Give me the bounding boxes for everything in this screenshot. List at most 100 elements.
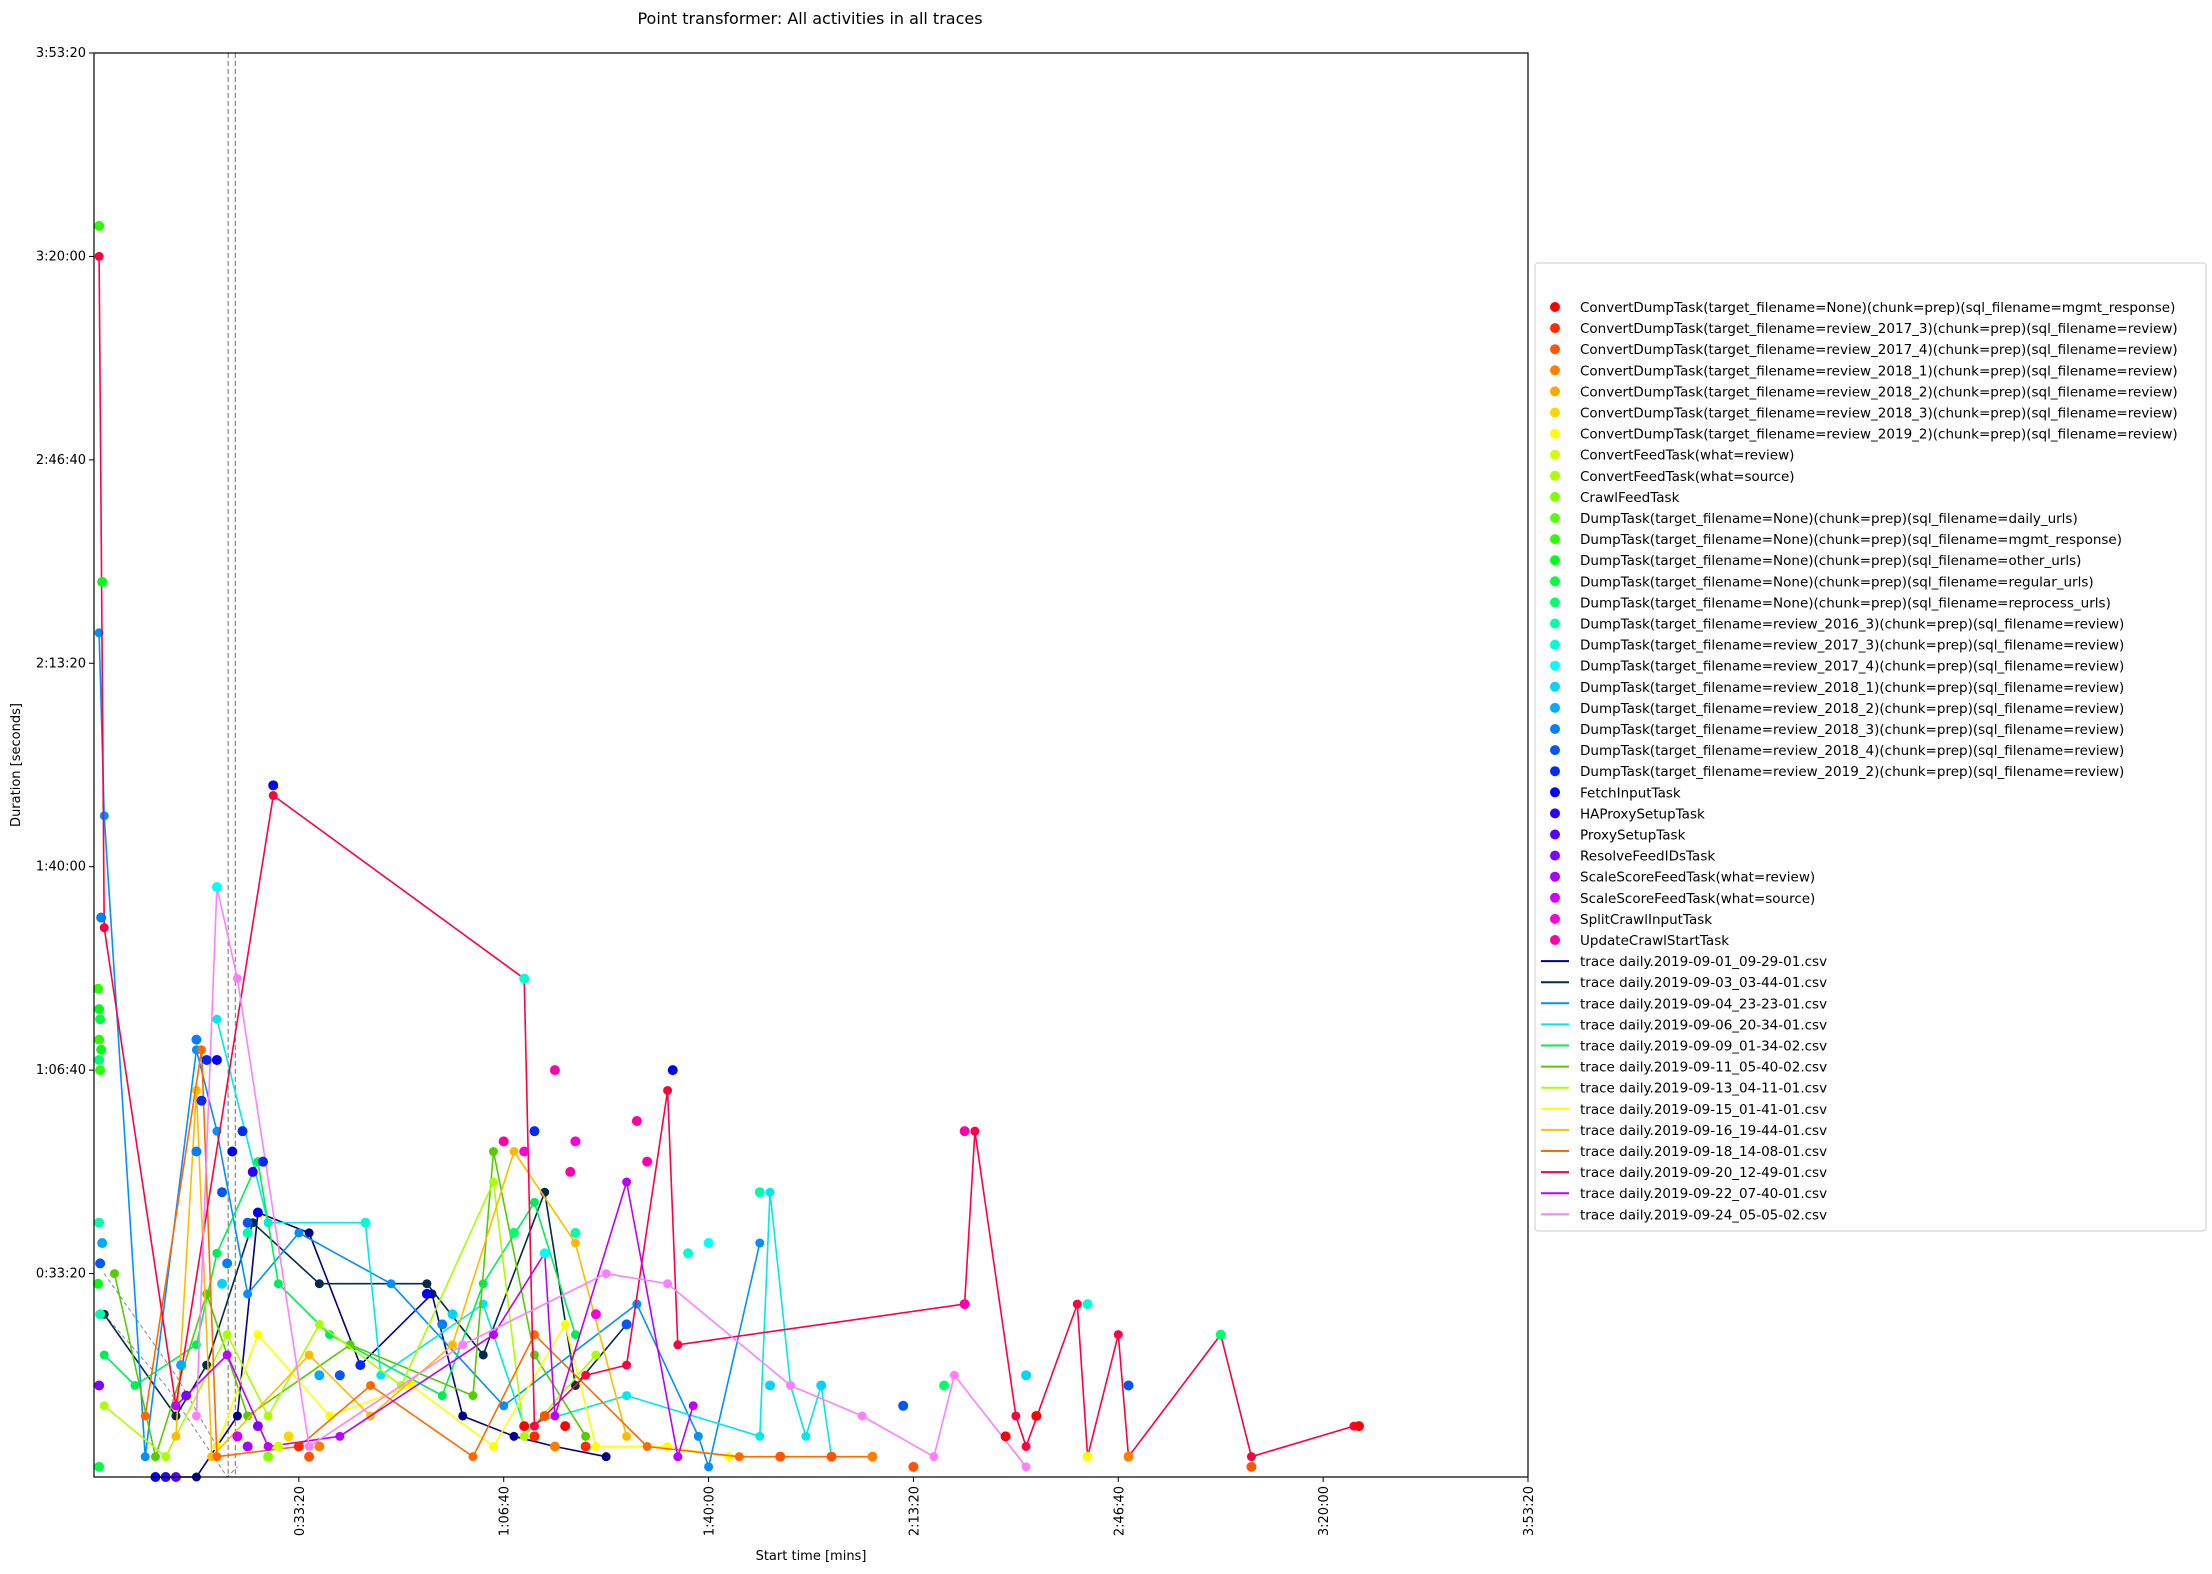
- trace-line-9: [144, 1049, 873, 1458]
- trace-vertex-9-4: [366, 1380, 376, 1390]
- activity-point-24: [201, 1054, 212, 1065]
- activity-point-79: [765, 1380, 776, 1391]
- trace-vertex-10-8: [663, 1085, 673, 1095]
- activity-point-69: [549, 1441, 560, 1452]
- trace-vertex-4-10: [570, 1330, 580, 1340]
- legend-marker-1: [1550, 323, 1560, 334]
- trace-vertex-12-4: [458, 1340, 468, 1350]
- activity-point-62: [590, 1309, 601, 1320]
- activity-point-81: [775, 1451, 786, 1462]
- activity-point-16: [94, 1461, 105, 1472]
- legend: ConvertDumpTask(target_filename=None)(ch…: [1534, 262, 2207, 1232]
- activity-point-51: [360, 1217, 371, 1228]
- activity-point-73: [631, 1116, 642, 1126]
- activity-point-77: [621, 1319, 632, 1330]
- trace-vertex-11-9: [688, 1401, 698, 1411]
- activity-point-59: [549, 1065, 560, 1076]
- trace-vertex-2-6: [294, 1228, 304, 1238]
- legend-label-8: ConvertFeedTask(what=source): [1580, 469, 1795, 485]
- legend-marker-7: [1550, 449, 1560, 460]
- legend-label-13: DumpTask(target_filename=None)(chunk=pre…: [1580, 574, 2094, 590]
- activity-point-45: [293, 1441, 304, 1452]
- legend-marker-21: [1550, 745, 1560, 756]
- legend-label-0: ConvertDumpTask(target_filename=None)(ch…: [1580, 300, 2175, 316]
- trace-vertex-3-10: [801, 1431, 811, 1441]
- activity-point-30: [237, 1126, 248, 1137]
- trace-vertex-12-5: [601, 1269, 611, 1279]
- trace-vertex-12-11: [1021, 1462, 1031, 1472]
- activity-point-10: [94, 1217, 105, 1228]
- trace-vertex-6-2: [222, 1330, 232, 1340]
- legend-label-3: ConvertDumpTask(target_filename=review_2…: [1580, 363, 2178, 379]
- trace-vertex-12-9: [929, 1452, 939, 1462]
- trace-vertex-6-3: [263, 1411, 273, 1421]
- legend-label-28: ScaleScoreFeedTask(what=source): [1580, 891, 1815, 907]
- activity-point-68: [539, 1410, 550, 1421]
- legend-trace-label-2: trace daily.2019-09-04_23-23-01.csv: [1580, 996, 1827, 1012]
- activity-point-23: [191, 1034, 202, 1045]
- activity-point-9: [95, 1065, 106, 1076]
- y-tick-label-2: 1:40:00: [36, 860, 86, 875]
- activity-point-49: [334, 1370, 345, 1381]
- activity-point-58: [498, 1136, 509, 1147]
- activity-point-56: [529, 1126, 540, 1137]
- legend-marker-23: [1550, 787, 1560, 798]
- activity-point-4: [94, 1004, 105, 1015]
- trace-vertex-12-3: [304, 1441, 314, 1451]
- activity-point-55: [519, 973, 530, 984]
- legend-label-23: FetchInputTask: [1580, 785, 1681, 801]
- trace-vertex-0-7: [458, 1411, 468, 1421]
- legend-label-7: ConvertFeedTask(what=review): [1580, 448, 1794, 464]
- legend-trace-label-10: trace daily.2019-09-20_12-49-01.csv: [1580, 1165, 1827, 1181]
- activity-point-85: [898, 1400, 909, 1411]
- trace-vertex-0-2: [232, 1411, 242, 1421]
- legend-label-17: DumpTask(target_filename=review_2017_4)(…: [1580, 659, 2124, 675]
- trace-vertex-8-5: [448, 1340, 457, 1350]
- y-axis-label: Duration [seconds]: [9, 703, 24, 827]
- trace-vertex-7-4: [488, 1441, 498, 1451]
- legend-trace-label-7: trace daily.2019-09-15_01-41-01.csv: [1580, 1102, 1827, 1118]
- legend-trace-label-6: trace daily.2019-09-13_04-11-01.csv: [1580, 1081, 1827, 1097]
- legend-label-1: ConvertDumpTask(target_filename=review_2…: [1580, 321, 2178, 337]
- legend-label-29: SplitCrawlInputTask: [1580, 912, 1712, 928]
- legend-label-30: UpdateCrawlStartTask: [1580, 933, 1729, 949]
- trace-vertex-9-8: [734, 1452, 744, 1462]
- trace-vertex-10-14: [1072, 1299, 1082, 1309]
- legend-label-4: ConvertDumpTask(target_filename=review_2…: [1580, 384, 2178, 400]
- activity-point-41: [252, 1421, 263, 1432]
- trace-vertex-5-5: [468, 1391, 478, 1401]
- trace-vertex-2-2: [140, 1452, 150, 1462]
- trace-vertex-0-8: [509, 1431, 519, 1441]
- x-tick-label-4: 2:46:40: [1112, 1486, 1127, 1536]
- activity-point-34: [242, 1217, 253, 1228]
- activity-point-63: [508, 1227, 519, 1238]
- legend-marker-8: [1550, 470, 1560, 481]
- activity-point-12: [95, 1258, 106, 1269]
- x-axis-label: Start time [mins]: [756, 1549, 867, 1564]
- trace-vertex-9-6: [529, 1330, 539, 1340]
- grid-layer: [227, 53, 236, 1477]
- legend-label-14: DumpTask(target_filename=None)(chunk=pre…: [1580, 595, 2111, 611]
- trace-vertex-9-0: [140, 1411, 150, 1421]
- trace-paths-layer: [94, 251, 1359, 1482]
- trace-vertex-12-0: [191, 1411, 201, 1421]
- legend-trace-label-1: trace daily.2019-09-03_03-44-01.csv: [1580, 975, 1827, 991]
- activity-point-97: [1246, 1461, 1257, 1472]
- trace-vertex-4-6: [325, 1330, 335, 1340]
- activity-point-42: [263, 1451, 274, 1462]
- activity-point-82: [826, 1451, 837, 1462]
- activity-point-47: [314, 1441, 325, 1452]
- trace-vertex-4-7: [437, 1391, 447, 1401]
- activity-point-89: [1000, 1431, 1011, 1442]
- legend-label-5: ConvertDumpTask(target_filename=review_2…: [1580, 406, 2178, 422]
- legend-marker-6: [1550, 428, 1560, 439]
- legend-marker-9: [1550, 491, 1560, 502]
- legend-marker-2: [1550, 344, 1560, 355]
- activity-point-65: [570, 1227, 581, 1238]
- trace-vertex-0-10: [601, 1452, 611, 1462]
- activity-point-88: [959, 1299, 970, 1310]
- trace-vertex-3-7: [755, 1431, 765, 1441]
- trace-vertex-10-11: [970, 1126, 980, 1136]
- trace-vertex-11-0: [171, 1401, 181, 1411]
